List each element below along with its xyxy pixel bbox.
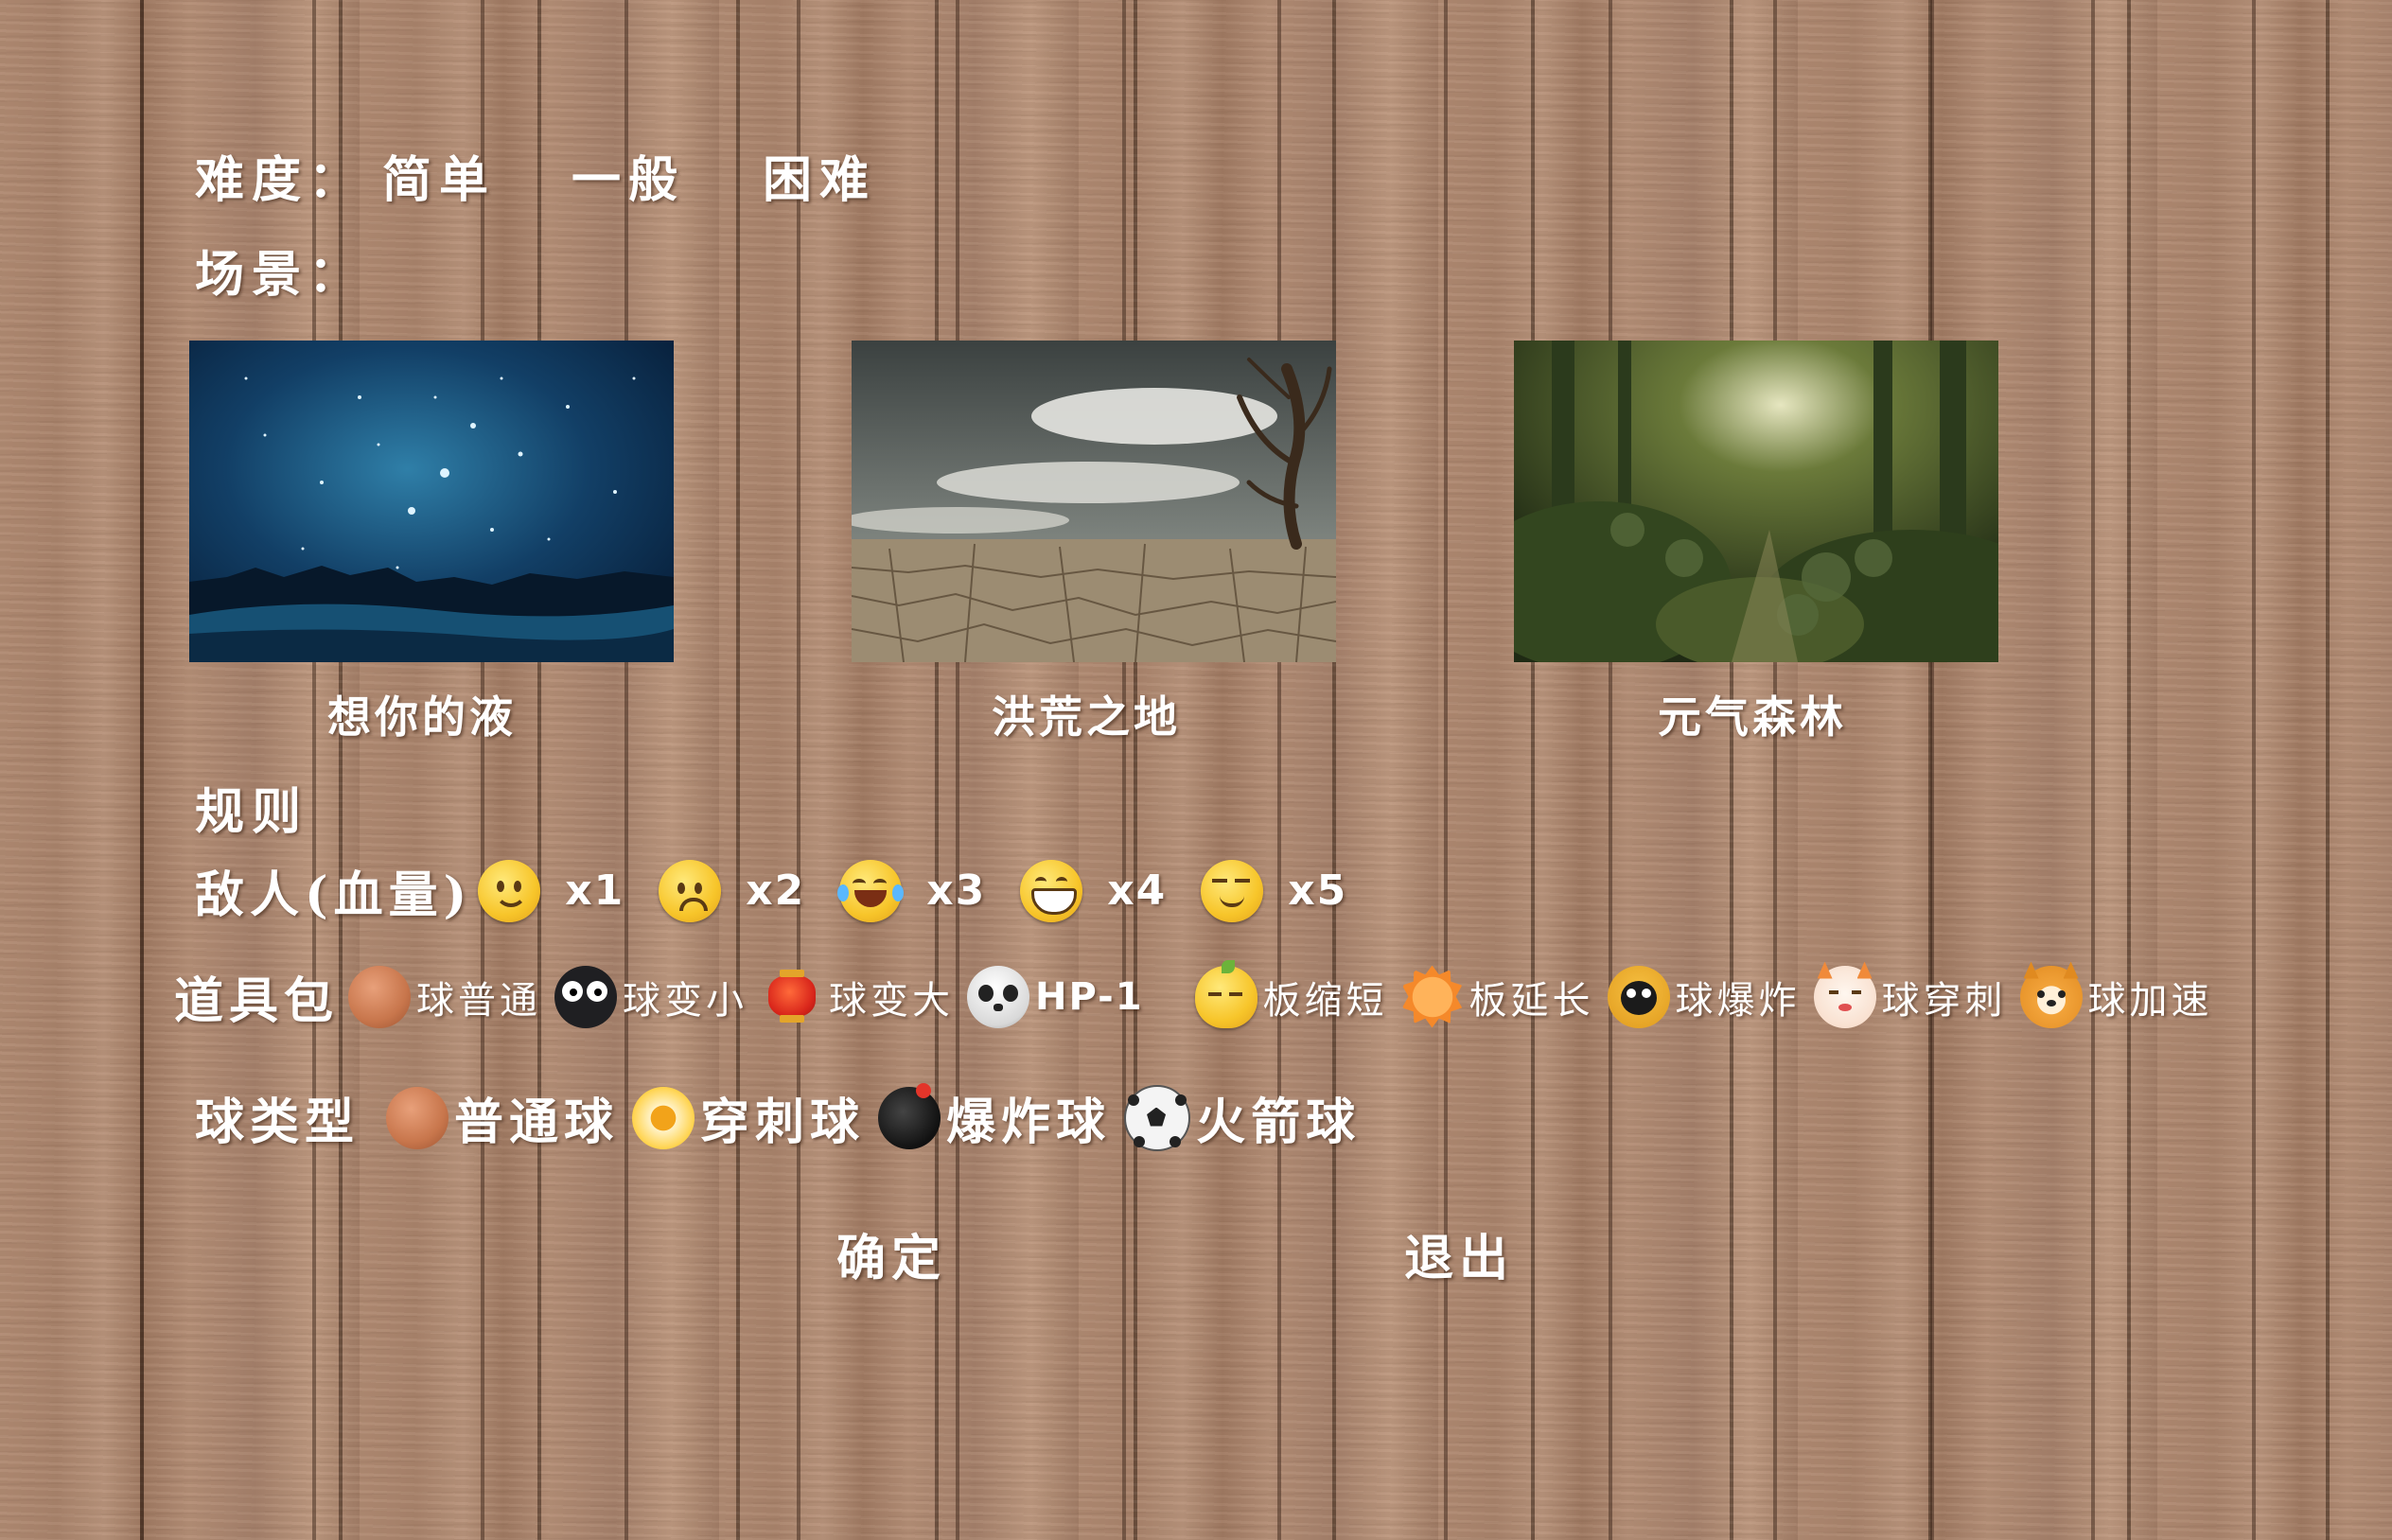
enemy-hp-count: x1: [565, 866, 625, 915]
ball-type-item: 爆炸球: [878, 1082, 1111, 1153]
plank-seam: [1930, 0, 1934, 1540]
scene-forest-image[interactable]: [1514, 341, 1998, 662]
enemy-item: x4: [1020, 859, 1168, 922]
enemy-item: x1: [478, 859, 625, 922]
plank-seam: [2091, 0, 2095, 1540]
ball-type-item: 火箭球: [1124, 1082, 1361, 1153]
flower-ball-icon: [632, 1086, 695, 1149]
enemy-item: x2: [659, 859, 806, 922]
lemon-face-icon: [1194, 959, 1258, 1028]
prop-text: 球加速: [2087, 978, 2213, 1023]
prop-item: 球穿刺: [1813, 961, 2007, 1028]
ball-type-item: 穿刺球: [632, 1082, 865, 1153]
skull-icon: [967, 965, 1030, 1028]
enemies-label: 敌人(血量): [195, 866, 473, 924]
enemy-item: x5: [1201, 859, 1348, 922]
prop-text: 板缩短: [1262, 978, 1388, 1023]
difficulty-label: 难度：: [195, 151, 366, 209]
ball-type-text: 火箭球: [1196, 1094, 1362, 1151]
enemies-row: 敌人(血量) x1 x2 x3 x4: [195, 855, 1361, 926]
ball-type-text: 穿刺球: [700, 1094, 866, 1151]
prop-item: 球普通: [348, 965, 542, 1028]
plank-seam: [1444, 0, 1448, 1540]
plank-seam: [312, 0, 316, 1540]
plank-seam: [481, 0, 484, 1540]
smile-emoji-icon: [478, 859, 541, 922]
enemy-hp-count: x5: [1288, 866, 1348, 915]
brown-ball-icon: [386, 1086, 449, 1149]
difficulty-normal-option[interactable]: 一般: [572, 151, 686, 209]
plank-seam: [1122, 0, 1126, 1540]
brown-ball-icon: [348, 965, 412, 1028]
exit-button[interactable]: 退出: [1404, 1230, 1515, 1287]
scene-desert-image[interactable]: [852, 341, 1336, 662]
enemy-hp-count: x2: [746, 866, 806, 915]
starry-night-scene-icon: [189, 341, 674, 662]
prop-text: 球穿刺: [1881, 978, 2007, 1023]
bomb-icon: [878, 1082, 941, 1149]
rules-label: 规则: [195, 783, 309, 841]
prop-text: 板延长: [1469, 978, 1594, 1023]
prop-text: 球变大: [829, 978, 955, 1023]
plank-seam: [624, 0, 628, 1540]
soccer-ball-icon: [1124, 1084, 1191, 1151]
scene-label: 场景：: [195, 246, 366, 304]
plank-seam: [140, 0, 144, 1540]
lantern-icon: [761, 966, 823, 1028]
ball-type-item: 普通球: [386, 1082, 619, 1153]
plank-seam: [956, 0, 959, 1540]
smirk-emoji-icon: [1201, 859, 1264, 922]
plank-seam: [1277, 0, 1281, 1540]
prop-text: HP-1: [1035, 974, 1144, 1019]
prop-item: 球加速: [2019, 961, 2213, 1028]
ball-types-row: 球类型 普通球 穿刺球 爆炸球 火箭球: [195, 1082, 1374, 1153]
laugh-tears-emoji-icon: [837, 859, 905, 922]
prop-item: 球变大: [761, 966, 954, 1028]
shiba-dog-icon: [2019, 961, 2083, 1028]
scene-starry-night-caption[interactable]: 想你的液: [327, 691, 517, 743]
enemy-item: x3: [837, 859, 987, 922]
plank-seam: [797, 0, 800, 1540]
prop-item: 球爆炸: [1607, 965, 1801, 1028]
prop-item: 板缩短: [1194, 959, 1388, 1028]
prop-text: 球变小: [623, 978, 748, 1023]
scene-forest-caption[interactable]: 元气森林: [1658, 691, 1847, 743]
grin-emoji-icon: [1020, 859, 1083, 922]
sad-emoji-icon: [659, 859, 722, 922]
black-bug-icon: [554, 965, 618, 1028]
ball-type-text: 普通球: [454, 1094, 620, 1151]
confirm-button[interactable]: 确定: [836, 1230, 947, 1287]
difficulty-easy-option[interactable]: 简单: [382, 151, 497, 209]
lucky-cat-icon: [1813, 961, 1876, 1028]
prop-text: 球普通: [416, 978, 542, 1023]
ball-types-label: 球类型: [195, 1094, 361, 1151]
props-label: 道具包: [174, 972, 340, 1030]
prop-text: 球爆炸: [1675, 978, 1801, 1023]
prop-item: 球变小: [554, 965, 748, 1028]
prop-item: HP-1: [967, 965, 1144, 1028]
tiger-face-icon: [1607, 965, 1670, 1028]
desert-dead-tree-scene-icon: [852, 341, 1336, 662]
prop-item: 板延长: [1401, 965, 1594, 1028]
enemy-hp-count: x4: [1107, 866, 1168, 915]
forest-scene-icon: [1514, 341, 1998, 662]
difficulty-hard-option[interactable]: 困难: [763, 151, 877, 209]
plank-seam: [1609, 0, 1612, 1540]
sun-face-icon: [1401, 965, 1463, 1028]
scene-desert-caption[interactable]: 洪荒之地: [992, 691, 1181, 743]
scene-starry-night-image[interactable]: [189, 341, 674, 662]
plank-seam: [1773, 0, 1777, 1540]
ball-type-text: 爆炸球: [946, 1094, 1112, 1151]
plank-seam: [2252, 0, 2256, 1540]
props-row: 道具包 球普通 球变小 球变大 HP-1: [174, 959, 2226, 1032]
enemy-hp-count: x3: [926, 866, 987, 915]
